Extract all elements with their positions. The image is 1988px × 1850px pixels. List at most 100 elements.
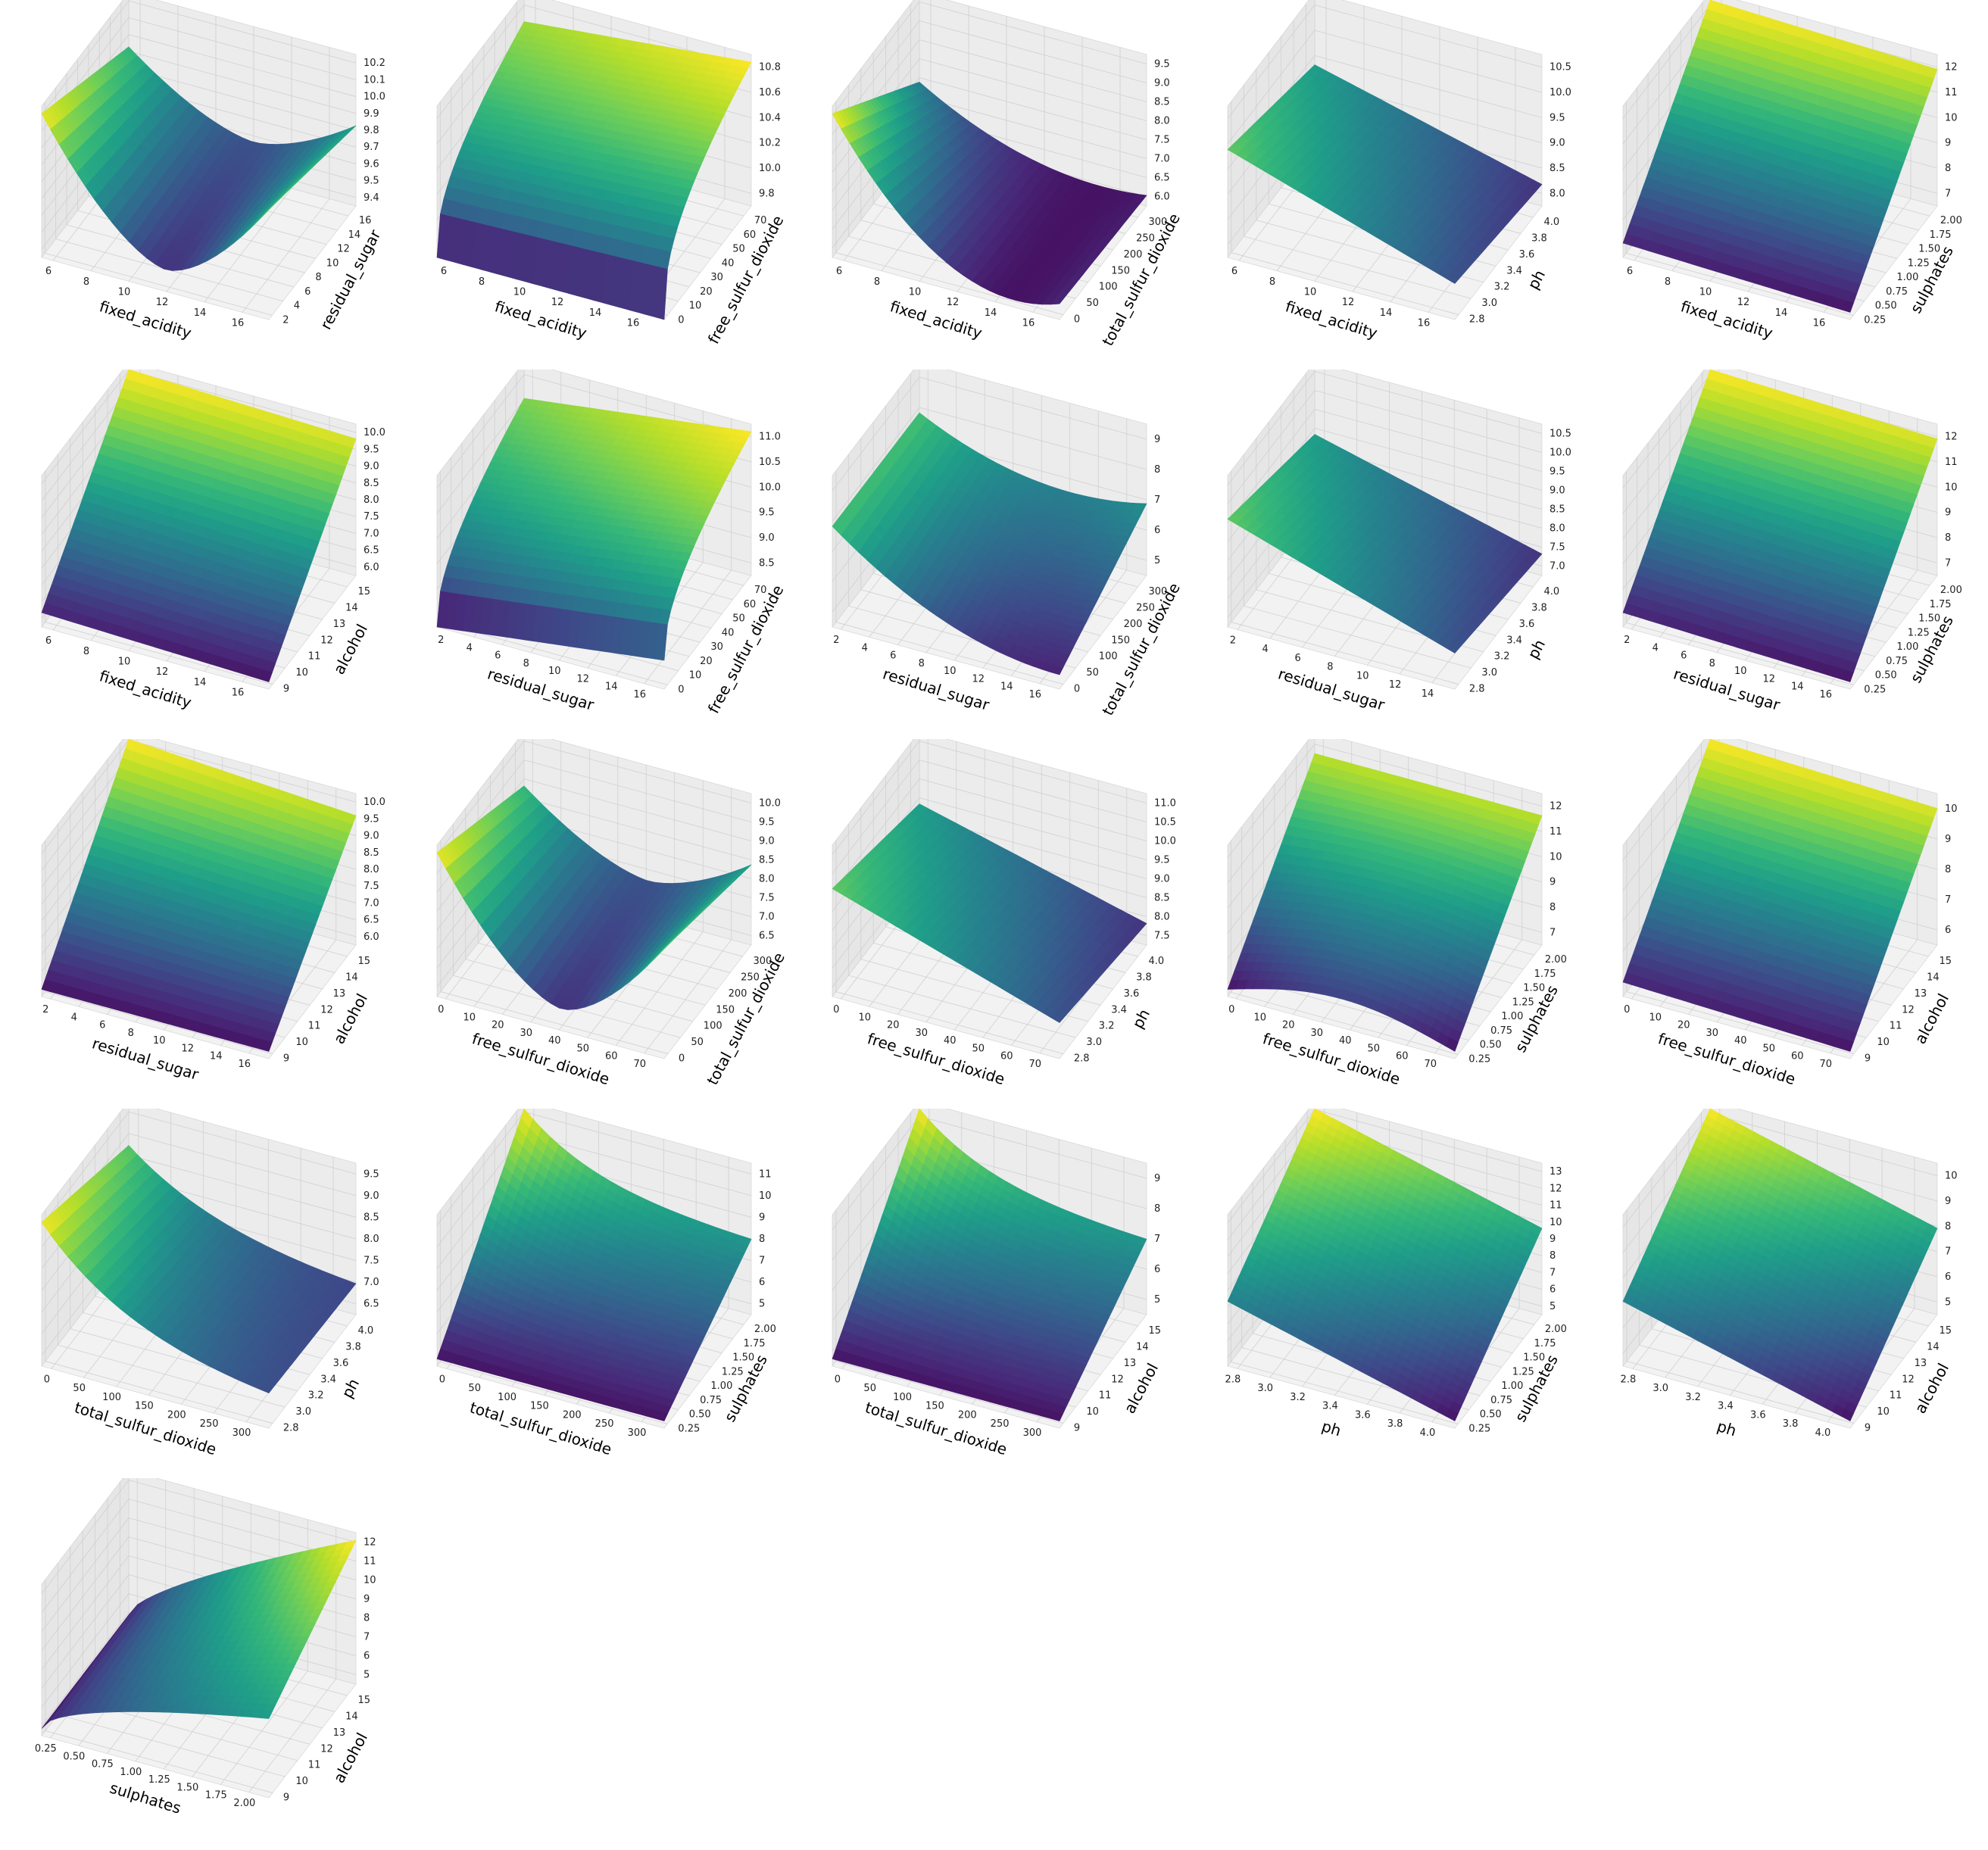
x-tick-label: 10 (1699, 286, 1712, 298)
y-tick-label: 12 (320, 635, 333, 646)
y-tick-label: 16 (359, 215, 372, 226)
surface-patch (1050, 299, 1064, 305)
z-tick-label: 10.6 (759, 87, 781, 98)
z-gridline (128, 34, 357, 97)
z-tick-label: 8.5 (1550, 163, 1565, 174)
y-tick-label: 13 (333, 619, 346, 630)
z-gridline (41, 0, 130, 115)
z-tick-label: 8 (1945, 163, 1951, 174)
z-gridline (919, 96, 1147, 159)
z-gridline (919, 58, 1147, 121)
z-tick-label: 9.4 (364, 192, 379, 204)
y-tick-label: 2 (282, 314, 289, 326)
z-gridline (436, 374, 525, 488)
x-tick-label: 8 (1665, 276, 1671, 288)
x-axis-label: fixed_acidity (888, 297, 985, 342)
y-tick-label: 0.25 (1864, 314, 1886, 326)
x-tick-label: 14 (1380, 307, 1393, 319)
x-axis-label: fixed_acidity (493, 297, 589, 342)
z-tick-label: 10.2 (364, 58, 385, 69)
y-tick-label: 0 (678, 314, 684, 326)
x-axis-label: fixed_acidity (1284, 297, 1380, 342)
x-tick-label: 12 (551, 297, 564, 308)
y-tick-label: 1.00 (1896, 272, 1918, 283)
y-gridline (45, 622, 273, 685)
z-tick-label: 7.5 (364, 511, 379, 523)
z-gridline (128, 51, 357, 114)
z-tick-label: 6.5 (1154, 173, 1170, 184)
y-tick-label: 40 (722, 257, 735, 269)
x-tick-label: 16 (232, 317, 245, 329)
z-gridline (1622, 5, 1711, 119)
x-tick-label: 12 (156, 297, 169, 308)
y-tick-label: 10 (295, 667, 308, 679)
x-tick-label: 14 (985, 307, 997, 319)
x-tick-label: 10 (909, 286, 922, 298)
y-tick-label: 6 (304, 286, 311, 298)
x-gridline (242, 198, 330, 313)
x-tick-label: 8 (83, 276, 89, 288)
z-tick-label: 10.5 (1550, 62, 1571, 73)
z-tick-label: 9.9 (364, 108, 379, 120)
x-tick-label: 16 (232, 687, 245, 698)
y-gridline (835, 252, 1064, 315)
y-tick-label: 3.0 (1481, 298, 1497, 309)
z-tick-label: 10.4 (759, 112, 781, 123)
x-tick-label: 10 (1304, 286, 1317, 298)
y-tick-label: 4.0 (1544, 217, 1560, 228)
y-tick-label: 100 (1099, 282, 1118, 293)
z-gridline (1227, 30, 1315, 145)
z-gridline (436, 399, 525, 514)
z-gridline (128, 67, 357, 131)
y-tick-label: 10 (326, 257, 339, 269)
y-tick-label: 250 (1136, 232, 1155, 244)
z-tick-label: 8.5 (1154, 97, 1170, 108)
x-axis-label: fixed_acidity (98, 297, 194, 342)
x-tick-label: 14 (589, 307, 602, 319)
x-gridline (644, 569, 732, 685)
y-tick-label: 50 (732, 244, 745, 255)
y-tick-label: 0 (1074, 314, 1080, 326)
y-tick-label: 4 (294, 301, 300, 312)
z-tick-label: 9.7 (364, 142, 379, 153)
x-tick-label: 12 (947, 297, 960, 308)
z-gridline (128, 17, 357, 80)
z-tick-label: 10.1 (364, 74, 385, 86)
y-tick-label: 30 (710, 272, 723, 283)
z-tick-label: 9.5 (364, 176, 379, 187)
y-tick-label: 3.2 (1494, 282, 1510, 293)
z-gridline (1314, 5, 1543, 68)
z-tick-label: 8.0 (1154, 116, 1170, 127)
y-gridline (1626, 252, 1854, 316)
z-gridline (919, 39, 1147, 102)
z-tick-label: 11 (1945, 87, 1958, 98)
y-tick-label: 3.4 (1506, 265, 1522, 276)
z-gridline (41, 387, 130, 501)
surface-patch (260, 669, 273, 682)
y-tick-label: 50 (1086, 298, 1099, 309)
y-tick-label: 14 (348, 229, 361, 241)
surface-patch (1446, 274, 1459, 284)
y-tick-label: 12 (337, 244, 350, 255)
z-tick-label: 9.8 (364, 125, 379, 136)
y-tick-label: 1.75 (1930, 229, 1952, 241)
y-tick-label: 0.75 (1886, 286, 1908, 298)
y-tick-label: 10 (689, 301, 702, 312)
y-tick-label: 300 (1149, 217, 1168, 228)
z-tick-label: 9.0 (364, 461, 379, 473)
z-tick-label: 10.0 (364, 427, 385, 438)
y-tick-label: 11 (308, 651, 321, 663)
z-tick-label: 10 (1945, 112, 1958, 123)
z-tick-label: 9.5 (364, 444, 379, 455)
subplot-5: 6 8 10 12 14 16 0.25 0.50 0.75 1.00 1.25 1.50 1.75 2.… (1581, 0, 1975, 367)
z-gridline (919, 20, 1147, 83)
x-tick-label: 14 (194, 307, 207, 319)
z-gridline (919, 77, 1147, 140)
z-tick-label: 10.0 (759, 163, 781, 174)
y-tick-label: 70 (754, 215, 767, 226)
